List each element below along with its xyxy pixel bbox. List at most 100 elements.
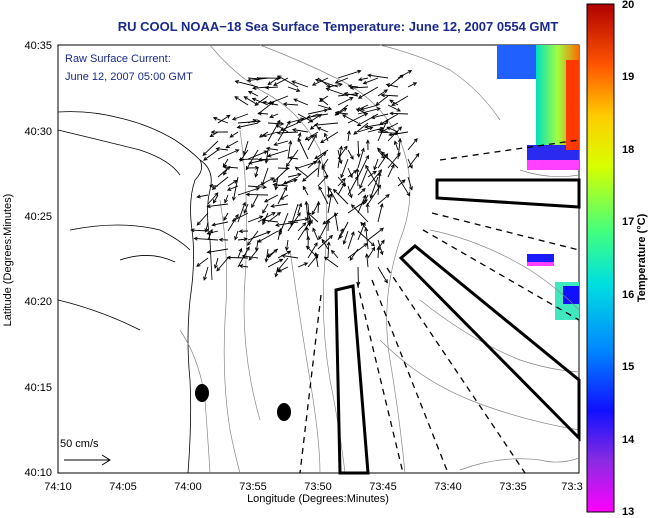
current-vector-head: [313, 160, 318, 165]
current-vector: [333, 189, 349, 205]
current-vector: [263, 101, 279, 106]
current-vector: [351, 204, 369, 223]
current-vector: [266, 147, 279, 151]
current-vector-head: [262, 185, 267, 190]
current-vector-head: [304, 226, 309, 231]
current-vector: [318, 186, 329, 205]
current-vector: [257, 230, 279, 243]
current-vector-head: [341, 182, 346, 187]
current-vector: [227, 180, 238, 187]
current-vector-head: [322, 220, 327, 225]
colorbar-tick: 13: [622, 506, 634, 518]
y-tick: 40:30: [24, 126, 52, 138]
current-vector-head: [284, 246, 289, 252]
current-vector-head: [409, 186, 413, 191]
current-vector-head: [262, 209, 266, 214]
current-vector-head: [347, 84, 353, 89]
current-vector: [265, 149, 269, 163]
current-vector-head: [379, 227, 384, 232]
current-vector-head: [300, 117, 305, 122]
current-vector: [357, 195, 366, 214]
current-vector-head: [261, 218, 266, 223]
current-vector: [367, 247, 375, 259]
current-vector: [258, 112, 269, 115]
x-tick-labels: 74:10 74:05 74:00 73:55 73:50 73:45 73:4…: [44, 481, 582, 493]
y-tick: 40:25: [24, 211, 52, 223]
current-vector-head: [322, 152, 327, 157]
current-vector-head: [213, 199, 217, 204]
colorbar: 20 19 18 17 16 15 14 13 Temperature (°C): [586, 0, 648, 518]
current-vector: [377, 266, 388, 283]
current-vector-head: [296, 212, 301, 217]
current-vector-head: [367, 73, 372, 78]
x-axis-label: Longitude (Degrees:Minutes): [247, 493, 389, 505]
current-vector-head: [206, 204, 211, 209]
current-vector: [347, 167, 353, 178]
current-vector-head: [407, 70, 413, 74]
current-vector-head: [274, 222, 280, 227]
current-vector-head: [354, 175, 359, 181]
current-vector-head: [302, 177, 307, 182]
current-vector: [357, 148, 365, 169]
current-vector: [362, 194, 369, 205]
current-vector: [273, 184, 289, 187]
current-vector: [286, 239, 289, 251]
current-vector-head: [282, 102, 288, 107]
current-vector-head: [332, 188, 338, 193]
current-vector-head: [361, 188, 366, 193]
current-vector-head: [262, 133, 267, 138]
current-vector-head: [261, 181, 265, 187]
current-vector-head: [204, 228, 209, 233]
current-vector-head: [226, 165, 231, 171]
current-vector-head: [252, 119, 258, 123]
current-vector-head: [310, 134, 315, 139]
current-vector-head: [312, 227, 316, 232]
current-vector-head: [196, 221, 201, 226]
current-vector: [245, 149, 259, 170]
current-vector: [212, 176, 229, 190]
map-frame: [57, 44, 580, 474]
current-vector: [312, 77, 329, 86]
current-vector-head: [202, 151, 207, 156]
current-vector: [216, 148, 229, 151]
current-vector-head: [214, 192, 219, 197]
current-vector-head: [323, 256, 329, 261]
current-vector-head: [321, 238, 326, 244]
current-vector: [203, 266, 209, 281]
x-tick: 73:40: [434, 481, 462, 493]
current-vector-head: [252, 86, 257, 91]
current-vector: [237, 246, 250, 268]
current-vector: [246, 194, 269, 196]
current-vector: [379, 113, 399, 126]
current-vector: [297, 203, 302, 214]
current-vector-head: [196, 194, 201, 199]
current-vector-head: [255, 187, 261, 191]
current-vector-head: [363, 199, 368, 204]
current-vector: [252, 86, 269, 89]
current-vector-head: [277, 268, 282, 273]
current-vector: [377, 239, 383, 255]
x-tick: 74:05: [109, 481, 137, 493]
current-vector: [320, 131, 339, 143]
current-vector: [237, 202, 246, 223]
current-vector-head: [356, 122, 362, 126]
current-vector: [297, 220, 311, 241]
current-vector: [239, 158, 259, 161]
current-vector-head: [306, 235, 311, 240]
current-vector-head: [264, 85, 270, 90]
current-vector: [407, 158, 413, 169]
current-vector: [375, 95, 389, 106]
current-vector: [274, 140, 289, 146]
current-vector-head: [324, 174, 329, 180]
current-vector: [350, 86, 369, 89]
current-vector: [407, 176, 413, 190]
current-vector-head: [393, 140, 398, 145]
current-vector-head: [279, 258, 284, 263]
current-vector: [397, 176, 410, 196]
colorbar-tick: 15: [622, 361, 634, 373]
current-vector-head: [384, 153, 389, 158]
current-vector: [196, 257, 209, 267]
current-vector: [317, 201, 320, 214]
current-vector-head: [363, 243, 368, 247]
current-vector-head: [248, 256, 253, 261]
